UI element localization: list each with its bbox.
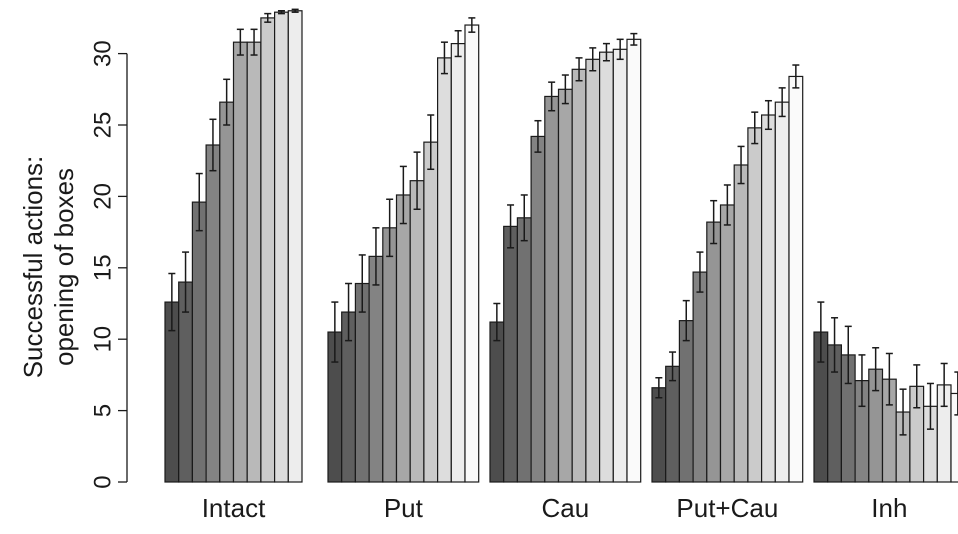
y-tick-label: 25 [90, 112, 117, 139]
bar [774, 101, 790, 483]
category-label: Intact [202, 493, 266, 523]
bar [788, 75, 804, 483]
bar-group-inh [813, 301, 958, 483]
bar [205, 144, 221, 483]
category-label: Cau [541, 493, 589, 523]
y-axis: 0 5 10 15 20 25 30 [90, 40, 128, 489]
category-label: Inh [871, 493, 907, 523]
bar-group-put-cau [651, 64, 804, 483]
bar [544, 95, 560, 483]
bar [626, 38, 642, 483]
y-tick-label: 30 [90, 40, 117, 67]
bars [164, 8, 958, 483]
y-tick-label: 10 [90, 326, 117, 353]
bar [733, 164, 749, 483]
bar-group-put [327, 17, 480, 483]
category-label: Put+Cau [676, 493, 778, 523]
bar [747, 127, 763, 483]
bar [585, 58, 601, 483]
bar [719, 204, 735, 483]
bar [612, 48, 628, 483]
bar [409, 180, 425, 483]
bar [503, 225, 519, 483]
bar [464, 24, 480, 483]
bar [395, 194, 411, 483]
bar [692, 271, 708, 483]
bar [651, 387, 667, 483]
bar [678, 320, 694, 483]
y-tick-label: 0 [90, 475, 117, 488]
y-tick-label: 20 [90, 183, 117, 210]
bar [354, 282, 370, 483]
bar [219, 101, 235, 483]
bar [260, 17, 276, 483]
bar [598, 51, 614, 483]
bar [706, 221, 722, 483]
bar-group-cau [489, 32, 642, 483]
y-axis-title-line: opening of boxes [49, 168, 79, 366]
bar [665, 365, 681, 483]
bar [950, 392, 958, 483]
bar [489, 321, 505, 483]
bar [246, 41, 262, 483]
bar [557, 88, 573, 483]
bar [423, 141, 439, 483]
bar [450, 43, 466, 483]
y-tick-label: 5 [90, 404, 117, 417]
y-axis-title-line: Successful actions: [18, 156, 48, 379]
bar [571, 68, 587, 483]
category-label: Put [384, 493, 424, 523]
bar [232, 41, 248, 483]
category-labels: Intact Put Cau Put+Cau Inh [202, 493, 908, 523]
bar [274, 11, 289, 483]
y-axis-title: Successful actions: opening of boxes [18, 156, 79, 379]
bar [382, 227, 398, 483]
bar [191, 201, 207, 483]
bar [368, 255, 384, 483]
bar [287, 10, 303, 483]
bar [760, 114, 776, 483]
y-tick-label: 15 [90, 254, 117, 281]
bar [437, 57, 452, 483]
bar [530, 135, 546, 483]
bar [516, 217, 532, 483]
bar-group-intact [164, 8, 303, 483]
